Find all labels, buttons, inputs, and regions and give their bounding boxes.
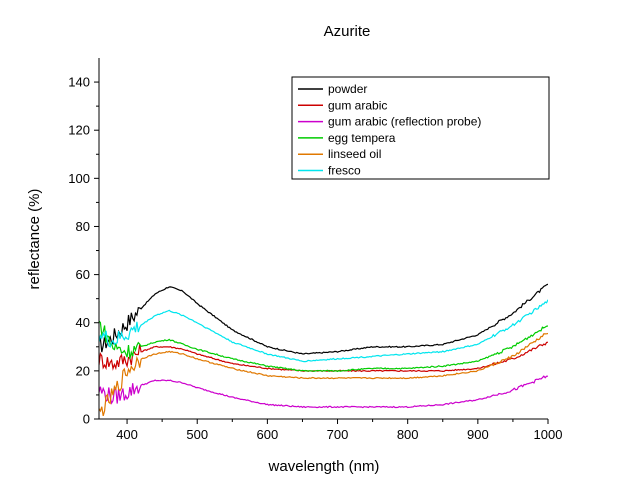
series-line-1 [99, 341, 548, 373]
y-tick-label: 100 [68, 171, 90, 186]
x-tick-label: 600 [257, 427, 279, 442]
y-tick-label: 40 [76, 315, 90, 330]
y-tick-label: 60 [76, 267, 90, 282]
x-tick-label: 400 [116, 427, 138, 442]
legend-label: linseed oil [328, 147, 381, 161]
x-tick-label: 900 [467, 427, 489, 442]
y-tick-label: 120 [68, 123, 90, 138]
series-line-5 [99, 299, 548, 363]
y-tick-label: 80 [76, 219, 90, 234]
y-tick-label: 20 [76, 363, 90, 378]
x-tick-label: 700 [327, 427, 349, 442]
axes: 400 500 600 700 800 900 1000 0 20 40 60 80 100 120 140 [68, 58, 562, 442]
x-tick-label: 500 [186, 427, 208, 442]
series-line-0 [99, 283, 548, 355]
x-axis-title: wavelength (nm) [268, 458, 380, 475]
legend: powder gum arabic gum arabic (reflection p… [291, 76, 550, 180]
series-line-3 [99, 320, 548, 373]
series-line-4 [99, 332, 548, 417]
y-axis-title: reflectance (%) [26, 189, 43, 290]
series-line-2 [99, 375, 548, 409]
x-tick-label: 800 [397, 427, 419, 442]
legend-label: gum arabic [328, 98, 387, 112]
y-tick-label: 0 [83, 412, 90, 427]
y-tick-label: 140 [68, 75, 90, 90]
legend-label: fresco [328, 164, 361, 178]
x-tick-label: 1000 [534, 427, 563, 442]
legend-label: powder [328, 82, 367, 96]
legend-label: egg tempera [328, 131, 396, 145]
legend-box [291, 76, 550, 180]
legend-label: gum arabic (reflection probe) [328, 115, 481, 129]
plot-area [99, 283, 548, 417]
chart-title: Azurite [324, 23, 371, 40]
